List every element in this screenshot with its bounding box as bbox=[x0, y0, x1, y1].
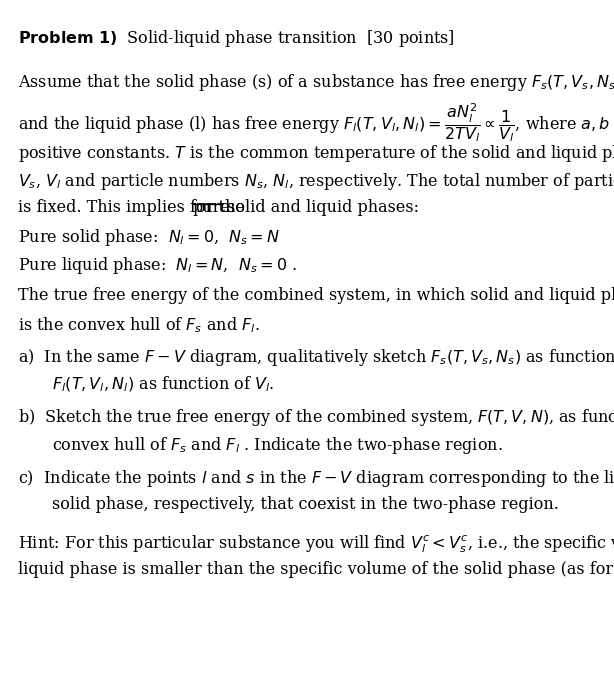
Text: and the liquid phase (l) has free energy $F_l(T,V_l,N_l)=\dfrac{aN_l^2}{2TV_l}\p: and the liquid phase (l) has free energy… bbox=[18, 102, 614, 144]
Text: convex hull of $F_s$ and $F_l$ . Indicate the two-phase region.: convex hull of $F_s$ and $F_l$ . Indicat… bbox=[52, 435, 503, 456]
Text: $V_s$, $V_l$ and particle numbers $N_s$, $N_l$, respectively. The total number o: $V_s$, $V_l$ and particle numbers $N_s$,… bbox=[18, 172, 614, 193]
Text: Pure liquid phase:  $N_l=N$,  $N_s=0$ .: Pure liquid phase: $N_l=N$, $N_s=0$ . bbox=[18, 256, 297, 276]
Text: c)  Indicate the points $l$ and $s$ in the $F-V$ diagram corresponding to the li: c) Indicate the points $l$ and $s$ in th… bbox=[18, 468, 614, 489]
Text: $\mathbf{Problem\ 1)}$  Solid-liquid phase transition  [30 points]: $\mathbf{Problem\ 1)}$ Solid-liquid phas… bbox=[18, 28, 455, 49]
Text: The true free energy of the combined system, in which solid and liquid phases co: The true free energy of the combined sys… bbox=[18, 287, 614, 304]
Text: positive constants. $T$ is the common temperature of the solid and liquid phases: positive constants. $T$ is the common te… bbox=[18, 144, 614, 164]
Text: liquid phase is smaller than the specific volume of the solid phase (as for wate: liquid phase is smaller than the specifi… bbox=[18, 561, 614, 578]
Text: solid phase, respectively, that coexist in the two-phase region.: solid phase, respectively, that coexist … bbox=[52, 496, 559, 513]
Text: a)  In the same $F-V$ diagram, qualitatively sketch $F_s(T,V_s,N_s)$ as function: a) In the same $F-V$ diagram, qualitativ… bbox=[18, 346, 614, 368]
Text: pure: pure bbox=[192, 199, 230, 216]
Text: Hint: For this particular substance you will find $V_l^c<V_s^c$, i.e., the speci: Hint: For this particular substance you … bbox=[18, 533, 614, 555]
Text: Pure solid phase:  $N_l=0$,  $N_s=N$: Pure solid phase: $N_l=0$, $N_s=N$ bbox=[18, 228, 281, 248]
Text: Assume that the solid phase (s) of a substance has free energy $F_s(T,V_s,N_s)=\: Assume that the solid phase (s) of a sub… bbox=[18, 60, 614, 107]
Text: b)  Sketch the true free energy of the combined system, $F(T,V,N)$, as function : b) Sketch the true free energy of the co… bbox=[18, 407, 614, 428]
Text: $F_l(T,V_l,N_l)$ as function of $V_l$.: $F_l(T,V_l,N_l)$ as function of $V_l$. bbox=[52, 374, 274, 394]
Text: solid and liquid phases:: solid and liquid phases: bbox=[222, 199, 419, 216]
Text: is the convex hull of $F_s$ and $F_l$.: is the convex hull of $F_s$ and $F_l$. bbox=[18, 315, 260, 335]
Text: is fixed. This implies for the: is fixed. This implies for the bbox=[18, 199, 251, 216]
